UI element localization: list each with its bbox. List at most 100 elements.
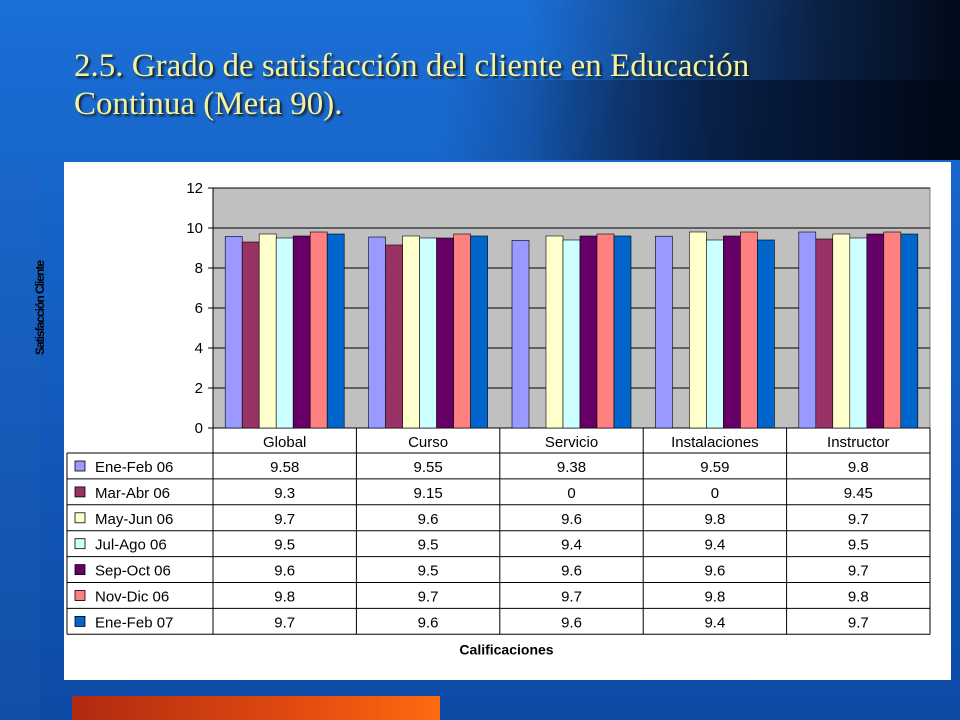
y-axis-label: Satisfacción Cliente <box>33 260 47 355</box>
bar <box>368 236 386 429</box>
legend-key <box>74 486 86 498</box>
bar <box>655 235 673 429</box>
data-table-cell: 9.8 <box>848 459 869 476</box>
data-table-cell: 9.5 <box>274 537 295 554</box>
legend-series-name: Sep-Oct 06 <box>95 563 171 580</box>
x-category-label: Instructor <box>827 434 890 451</box>
data-table-cell: 9.4 <box>704 537 725 554</box>
bar <box>866 233 885 429</box>
bar <box>470 235 488 429</box>
data-table-cell: 9.3 <box>274 485 295 502</box>
data-table-cell: 9.7 <box>274 614 295 631</box>
data-table-cell: 9.45 <box>844 485 873 502</box>
data-table-cell: 9.59 <box>700 459 729 476</box>
y-tick-label: 6 <box>195 300 203 317</box>
bar <box>545 235 564 429</box>
left-stripe <box>0 160 40 720</box>
bar <box>453 233 471 429</box>
chart-panel: 0 2 4 6 8 10 12 Satisfacción Cliente Global Curso… <box>33 162 951 680</box>
bar <box>849 237 868 429</box>
y-tick-label: 10 <box>186 220 203 237</box>
bar <box>596 233 615 429</box>
data-table-cell: 9.6 <box>561 563 582 580</box>
data-table-cell: 9.6 <box>274 563 295 580</box>
data-table-cell: 9.8 <box>848 589 869 606</box>
legend-series-name: Mar-Abr 06 <box>95 485 170 502</box>
bar <box>326 233 345 429</box>
bar <box>706 239 724 429</box>
bar <box>723 235 741 429</box>
bar <box>740 231 758 429</box>
bar <box>579 235 598 429</box>
legend-key <box>74 538 86 550</box>
y-tick-label: 12 <box>186 180 203 197</box>
legend-key <box>74 615 86 627</box>
x-category-label: Servicio <box>545 434 598 451</box>
legend-key <box>74 512 86 524</box>
x-category-label: Instalaciones <box>671 434 759 451</box>
data-table-cell: 9.4 <box>704 614 725 631</box>
bar <box>309 231 328 429</box>
x-category-label: Global <box>263 434 306 451</box>
y-tick-label: 0 <box>195 420 203 437</box>
bar <box>419 237 437 429</box>
data-table-cell: 9.6 <box>704 563 725 580</box>
bar <box>832 233 851 429</box>
data-table-cell: 9.6 <box>418 614 439 631</box>
data-table-cell: 9.8 <box>704 511 725 528</box>
legend-series-name: Jul-Ago 06 <box>95 537 167 554</box>
legend-series-name: May-Jun 06 <box>95 511 173 528</box>
data-table-cell: 9.58 <box>270 459 299 476</box>
data-table-cell: 0 <box>567 485 575 502</box>
data-table-cell: 9.7 <box>848 563 869 580</box>
data-table-cell: 9.55 <box>413 459 442 476</box>
bar <box>275 237 294 429</box>
x-axis-label: Calificaciones <box>459 641 553 657</box>
bottom-accent-bar <box>72 696 440 720</box>
legend-series-name: Nov-Dic 06 <box>95 589 169 606</box>
legend-key <box>74 590 86 601</box>
legend-series-name: Ene-Feb 07 <box>95 614 173 631</box>
data-table-cell: 0 <box>711 485 719 502</box>
bar <box>436 237 454 429</box>
data-table-cell: 9.6 <box>561 614 582 631</box>
legend-key <box>74 564 86 576</box>
slide-title: 2.5. Grado de satisfacción del cliente e… <box>74 48 750 122</box>
bar-chart-with-data-table: 0 2 4 6 8 10 12 Satisfacción Cliente Global Curso… <box>33 180 931 657</box>
header-dark-band <box>440 80 960 160</box>
bar <box>900 233 919 429</box>
bar <box>613 235 632 429</box>
bar <box>511 240 530 429</box>
data-table-cell: 9.7 <box>274 511 295 528</box>
data-table-cell: 9.7 <box>561 589 582 606</box>
data-table-cell: 9.8 <box>704 589 725 606</box>
bar <box>815 238 834 429</box>
data-table-cell: 9.7 <box>848 511 869 528</box>
data-table-cell: 9.5 <box>418 563 439 580</box>
data-table-cell: 9.5 <box>418 537 439 554</box>
legend-series-name: Ene-Feb 06 <box>95 459 173 476</box>
bar <box>241 241 260 429</box>
bar <box>757 239 775 429</box>
data-table-cell: 9.15 <box>413 485 442 502</box>
data-table-cell: 9.7 <box>848 614 869 631</box>
y-tick-label: 2 <box>195 380 203 397</box>
bar <box>402 235 420 429</box>
bar <box>798 231 817 429</box>
data-table-cell: 9.8 <box>274 589 295 606</box>
bar <box>562 239 581 429</box>
data-table-cell: 9.4 <box>561 537 582 554</box>
legend-key <box>74 460 86 472</box>
data-table-cell: 9.38 <box>557 459 586 476</box>
data-table-cell: 9.7 <box>418 589 439 606</box>
bar <box>883 231 902 429</box>
y-tick-label: 8 <box>195 260 203 277</box>
y-tick-label: 4 <box>195 340 203 357</box>
data-table-cell: 9.6 <box>418 511 439 528</box>
bar <box>385 244 403 429</box>
bar <box>258 233 277 429</box>
x-category-label: Curso <box>408 434 448 451</box>
bar <box>292 235 311 429</box>
data-table-cell: 9.5 <box>848 537 869 554</box>
bar <box>689 231 707 429</box>
